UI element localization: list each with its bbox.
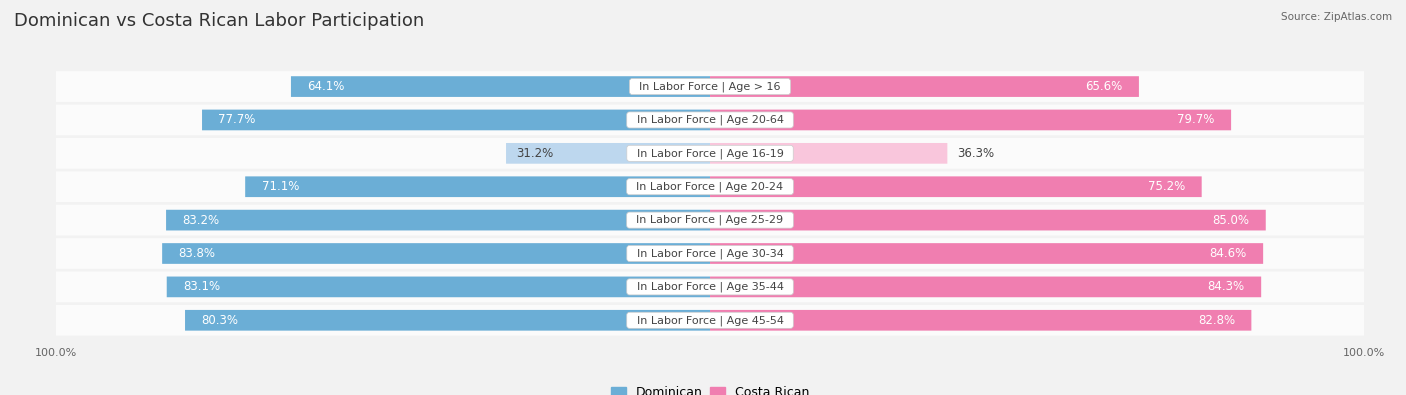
Text: 71.1%: 71.1%: [262, 180, 299, 193]
Text: In Labor Force | Age 20-64: In Labor Force | Age 20-64: [630, 115, 790, 125]
FancyBboxPatch shape: [44, 271, 1376, 302]
FancyBboxPatch shape: [44, 238, 1376, 269]
Text: 83.8%: 83.8%: [179, 247, 215, 260]
Text: 65.6%: 65.6%: [1085, 80, 1122, 93]
Text: In Labor Force | Age 45-54: In Labor Force | Age 45-54: [630, 315, 790, 325]
Text: In Labor Force | Age 30-34: In Labor Force | Age 30-34: [630, 248, 790, 259]
Text: 64.1%: 64.1%: [308, 80, 344, 93]
Text: Dominican vs Costa Rican Labor Participation: Dominican vs Costa Rican Labor Participa…: [14, 12, 425, 30]
FancyBboxPatch shape: [167, 276, 710, 297]
FancyBboxPatch shape: [710, 76, 1139, 97]
FancyBboxPatch shape: [44, 171, 1376, 202]
Text: In Labor Force | Age > 16: In Labor Force | Age > 16: [633, 81, 787, 92]
FancyBboxPatch shape: [710, 276, 1261, 297]
Text: 77.7%: 77.7%: [218, 113, 256, 126]
FancyBboxPatch shape: [710, 109, 1232, 130]
Text: 79.7%: 79.7%: [1177, 113, 1215, 126]
FancyBboxPatch shape: [710, 143, 948, 164]
Text: 84.3%: 84.3%: [1208, 280, 1244, 293]
FancyBboxPatch shape: [202, 109, 710, 130]
FancyBboxPatch shape: [710, 177, 1202, 197]
FancyBboxPatch shape: [44, 105, 1376, 135]
FancyBboxPatch shape: [245, 177, 710, 197]
FancyBboxPatch shape: [44, 205, 1376, 235]
Text: 75.2%: 75.2%: [1149, 180, 1185, 193]
FancyBboxPatch shape: [44, 71, 1376, 102]
FancyBboxPatch shape: [44, 138, 1376, 169]
Text: 83.1%: 83.1%: [183, 280, 221, 293]
FancyBboxPatch shape: [166, 210, 710, 230]
Text: 36.3%: 36.3%: [957, 147, 994, 160]
FancyBboxPatch shape: [710, 310, 1251, 331]
FancyBboxPatch shape: [710, 243, 1263, 264]
FancyBboxPatch shape: [291, 76, 710, 97]
Text: 84.6%: 84.6%: [1209, 247, 1247, 260]
FancyBboxPatch shape: [710, 210, 1265, 230]
Text: In Labor Force | Age 35-44: In Labor Force | Age 35-44: [630, 282, 790, 292]
Text: 83.2%: 83.2%: [183, 214, 219, 227]
Text: In Labor Force | Age 16-19: In Labor Force | Age 16-19: [630, 148, 790, 159]
Text: In Labor Force | Age 20-24: In Labor Force | Age 20-24: [630, 181, 790, 192]
FancyBboxPatch shape: [44, 305, 1376, 336]
Text: Source: ZipAtlas.com: Source: ZipAtlas.com: [1281, 12, 1392, 22]
FancyBboxPatch shape: [162, 243, 710, 264]
Text: 85.0%: 85.0%: [1212, 214, 1250, 227]
FancyBboxPatch shape: [506, 143, 710, 164]
FancyBboxPatch shape: [186, 310, 710, 331]
Text: 31.2%: 31.2%: [516, 147, 553, 160]
Text: In Labor Force | Age 25-29: In Labor Force | Age 25-29: [630, 215, 790, 226]
Legend: Dominican, Costa Rican: Dominican, Costa Rican: [610, 386, 810, 395]
Text: 82.8%: 82.8%: [1198, 314, 1234, 327]
Text: 80.3%: 80.3%: [201, 314, 239, 327]
